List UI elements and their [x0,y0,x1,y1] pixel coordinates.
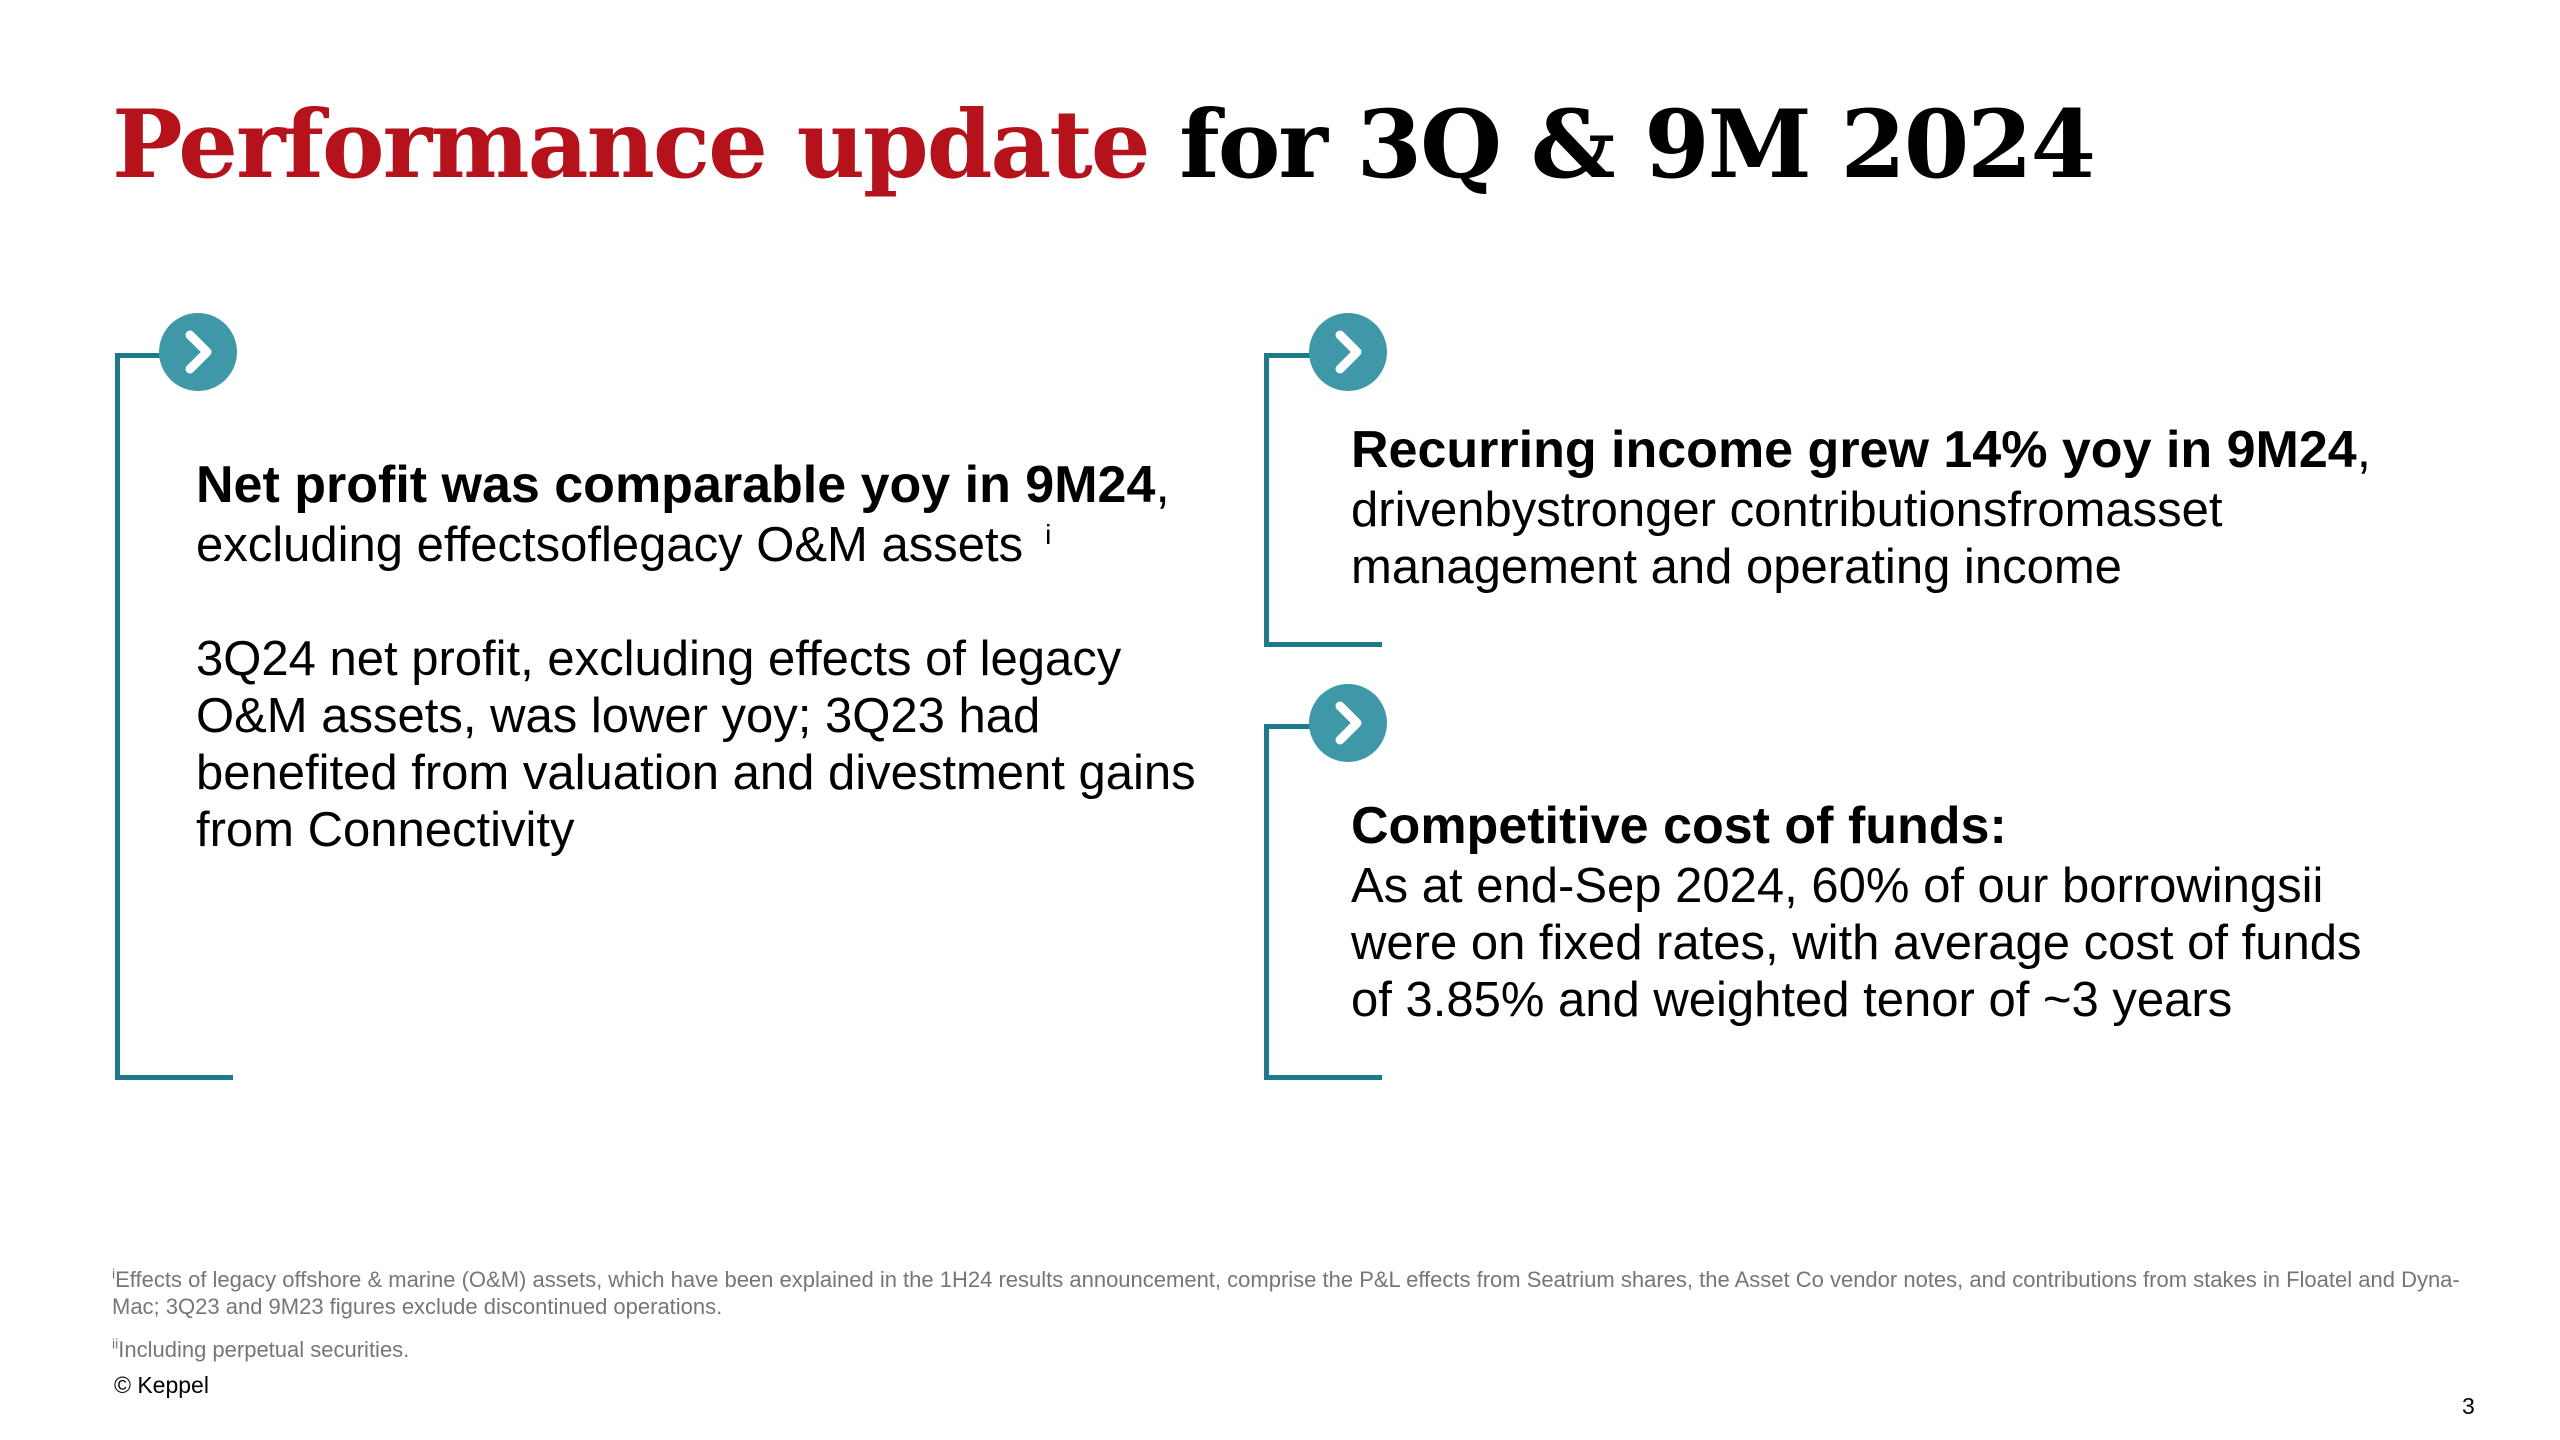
left-headline: Net profit was comparable yoy in 9M24, [196,453,1216,517]
title-accent: Performance update [112,90,1151,200]
left-subline: excluding effectsoflegacy O&M assets i [196,517,1216,574]
left-text-block: Net profit was comparable yoy in 9M24, e… [196,453,1216,859]
footnote-2: iiIncluding perpetual securities. [112,1336,2472,1363]
chevron-right-icon [1309,684,1387,762]
right-bottom-body: As at end-Sep 2024, 60% of our borrowing… [1351,859,2362,1027]
right-top-body: drivenbystronger contributionsfromasset … [1351,483,2223,594]
chevron-right-icon [1309,313,1387,391]
page-title: Performance update for 3Q & 9M 2024 [112,80,2096,210]
footnote-2-marker: ii [112,1335,119,1352]
right-top-headline-text: Recurring income grew 14% yoy in 9M24 [1351,421,2357,479]
footnote-1-marker: i [112,1265,116,1282]
left-headline-punct: , [1155,456,1170,514]
left-subline-text: excluding effectsoflegacy O&M assets [196,518,1024,572]
right-top-text-block: Recurring income grew 14% yoy in 9M24, d… [1351,418,2411,596]
right-bottom-headline: Competitive cost of funds: [1351,797,2007,855]
footnote-1-text: Effects of legacy offshore & marine (O&M… [112,1267,2460,1319]
chevron-right-icon [159,313,237,391]
footnote-2-text: Including perpetual securities. [118,1337,410,1362]
left-paragraph: 3Q24 net profit, excluding effects of le… [196,632,1196,857]
left-headline-text: Net profit was comparable yoy in 9M24 [196,456,1156,514]
right-top-headline: Recurring income grew 14% yoy in 9M24, [1351,418,2411,482]
right-bottom-text-block: Competitive cost of funds: As at end-Sep… [1351,794,2411,1029]
footnote-ref-i: i [1045,518,1052,550]
page-number: 3 [2462,1393,2475,1419]
copyright: © Keppel [114,1372,209,1398]
right-top-headline-punct: , [2356,421,2372,479]
title-rest: for 3Q & 9M 2024 [1179,90,2096,200]
footnote-1: iEffects of legacy offshore & marine (O&… [112,1266,2472,1320]
